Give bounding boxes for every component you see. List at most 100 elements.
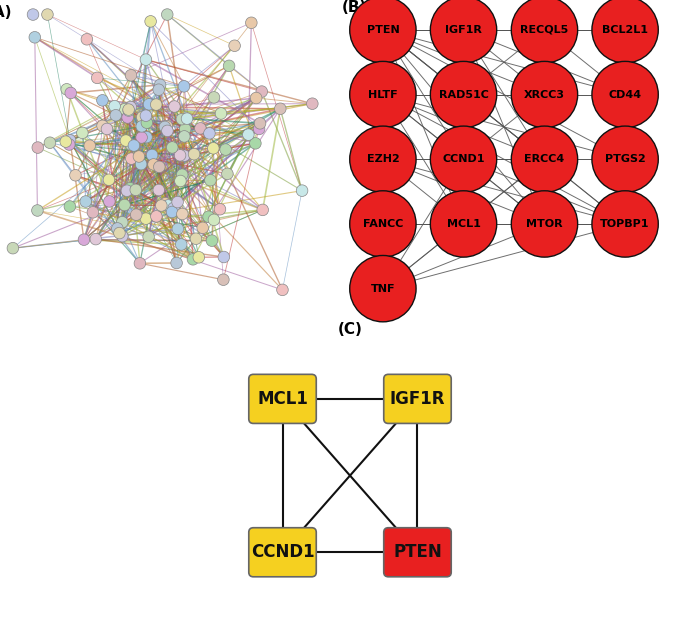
Text: MCL1: MCL1 (257, 390, 308, 408)
Circle shape (250, 138, 261, 149)
Text: (A): (A) (0, 5, 13, 20)
Circle shape (176, 169, 188, 180)
Circle shape (274, 103, 286, 115)
Circle shape (350, 255, 416, 322)
Circle shape (29, 31, 41, 43)
Circle shape (208, 91, 220, 103)
Circle shape (204, 128, 215, 139)
Circle shape (153, 184, 164, 196)
Circle shape (136, 111, 148, 123)
Circle shape (44, 137, 56, 148)
Circle shape (146, 149, 158, 161)
Circle shape (80, 196, 92, 207)
Text: PTGS2: PTGS2 (605, 154, 645, 164)
Circle shape (511, 126, 578, 192)
Circle shape (172, 223, 183, 235)
FancyBboxPatch shape (248, 528, 316, 577)
Circle shape (171, 257, 183, 269)
Circle shape (350, 0, 416, 63)
Circle shape (218, 274, 229, 285)
Circle shape (511, 61, 578, 128)
Circle shape (130, 209, 142, 220)
Circle shape (254, 118, 266, 129)
Circle shape (204, 175, 216, 186)
Circle shape (7, 242, 19, 254)
Circle shape (84, 140, 95, 151)
Circle shape (251, 92, 262, 104)
Circle shape (120, 135, 132, 146)
Circle shape (125, 139, 137, 151)
Circle shape (430, 61, 497, 128)
Text: CCND1: CCND1 (251, 543, 314, 562)
Circle shape (176, 208, 188, 220)
Circle shape (162, 9, 173, 21)
Circle shape (150, 210, 162, 222)
Circle shape (296, 185, 308, 197)
Circle shape (141, 117, 153, 128)
Circle shape (177, 171, 189, 182)
Text: (C): (C) (337, 322, 363, 337)
Circle shape (218, 251, 230, 263)
Circle shape (206, 235, 218, 247)
Circle shape (162, 125, 173, 136)
Circle shape (61, 83, 73, 95)
Circle shape (116, 217, 128, 228)
Circle shape (174, 175, 186, 187)
Circle shape (136, 121, 148, 132)
Text: RECQL5: RECQL5 (520, 25, 568, 35)
Circle shape (178, 131, 190, 142)
Circle shape (144, 98, 155, 110)
Circle shape (90, 233, 101, 245)
Circle shape (190, 233, 202, 245)
Circle shape (70, 170, 81, 181)
Circle shape (162, 200, 174, 211)
Circle shape (32, 141, 43, 153)
Text: RAD51C: RAD51C (439, 90, 489, 100)
Circle shape (140, 110, 152, 121)
Circle shape (223, 60, 235, 71)
Text: PTEN: PTEN (367, 25, 399, 35)
Circle shape (97, 120, 108, 131)
Text: ERCC4: ERCC4 (524, 154, 565, 164)
Text: MTOR: MTOR (526, 219, 563, 229)
Circle shape (197, 222, 209, 233)
Circle shape (116, 230, 128, 242)
Text: FANCC: FANCC (363, 219, 403, 229)
Text: TOPBP1: TOPBP1 (601, 219, 650, 229)
Circle shape (592, 191, 658, 257)
Circle shape (178, 150, 190, 162)
Circle shape (87, 207, 99, 218)
Circle shape (220, 144, 232, 155)
Circle shape (430, 0, 497, 63)
Circle shape (350, 61, 416, 128)
Circle shape (27, 9, 38, 21)
Circle shape (160, 197, 171, 209)
Circle shape (256, 86, 267, 98)
Text: BCL2L1: BCL2L1 (602, 25, 648, 35)
FancyBboxPatch shape (384, 528, 452, 577)
Text: CCND1: CCND1 (442, 154, 485, 164)
Circle shape (511, 191, 578, 257)
Circle shape (64, 201, 76, 212)
Circle shape (276, 284, 288, 295)
FancyBboxPatch shape (248, 374, 316, 423)
Circle shape (92, 72, 103, 84)
Circle shape (78, 234, 90, 245)
Circle shape (60, 136, 71, 148)
Circle shape (121, 185, 133, 197)
Circle shape (246, 17, 257, 29)
Circle shape (592, 126, 658, 192)
Circle shape (140, 213, 152, 225)
Circle shape (108, 100, 120, 112)
Circle shape (511, 0, 578, 63)
Circle shape (97, 95, 108, 106)
Circle shape (125, 153, 137, 165)
Text: MCL1: MCL1 (447, 219, 480, 229)
Text: HLTF: HLTF (368, 90, 398, 100)
Circle shape (188, 148, 200, 160)
Circle shape (64, 139, 75, 150)
Text: TNF: TNF (371, 284, 395, 294)
Circle shape (64, 135, 76, 146)
Circle shape (136, 131, 148, 143)
Circle shape (350, 126, 416, 192)
